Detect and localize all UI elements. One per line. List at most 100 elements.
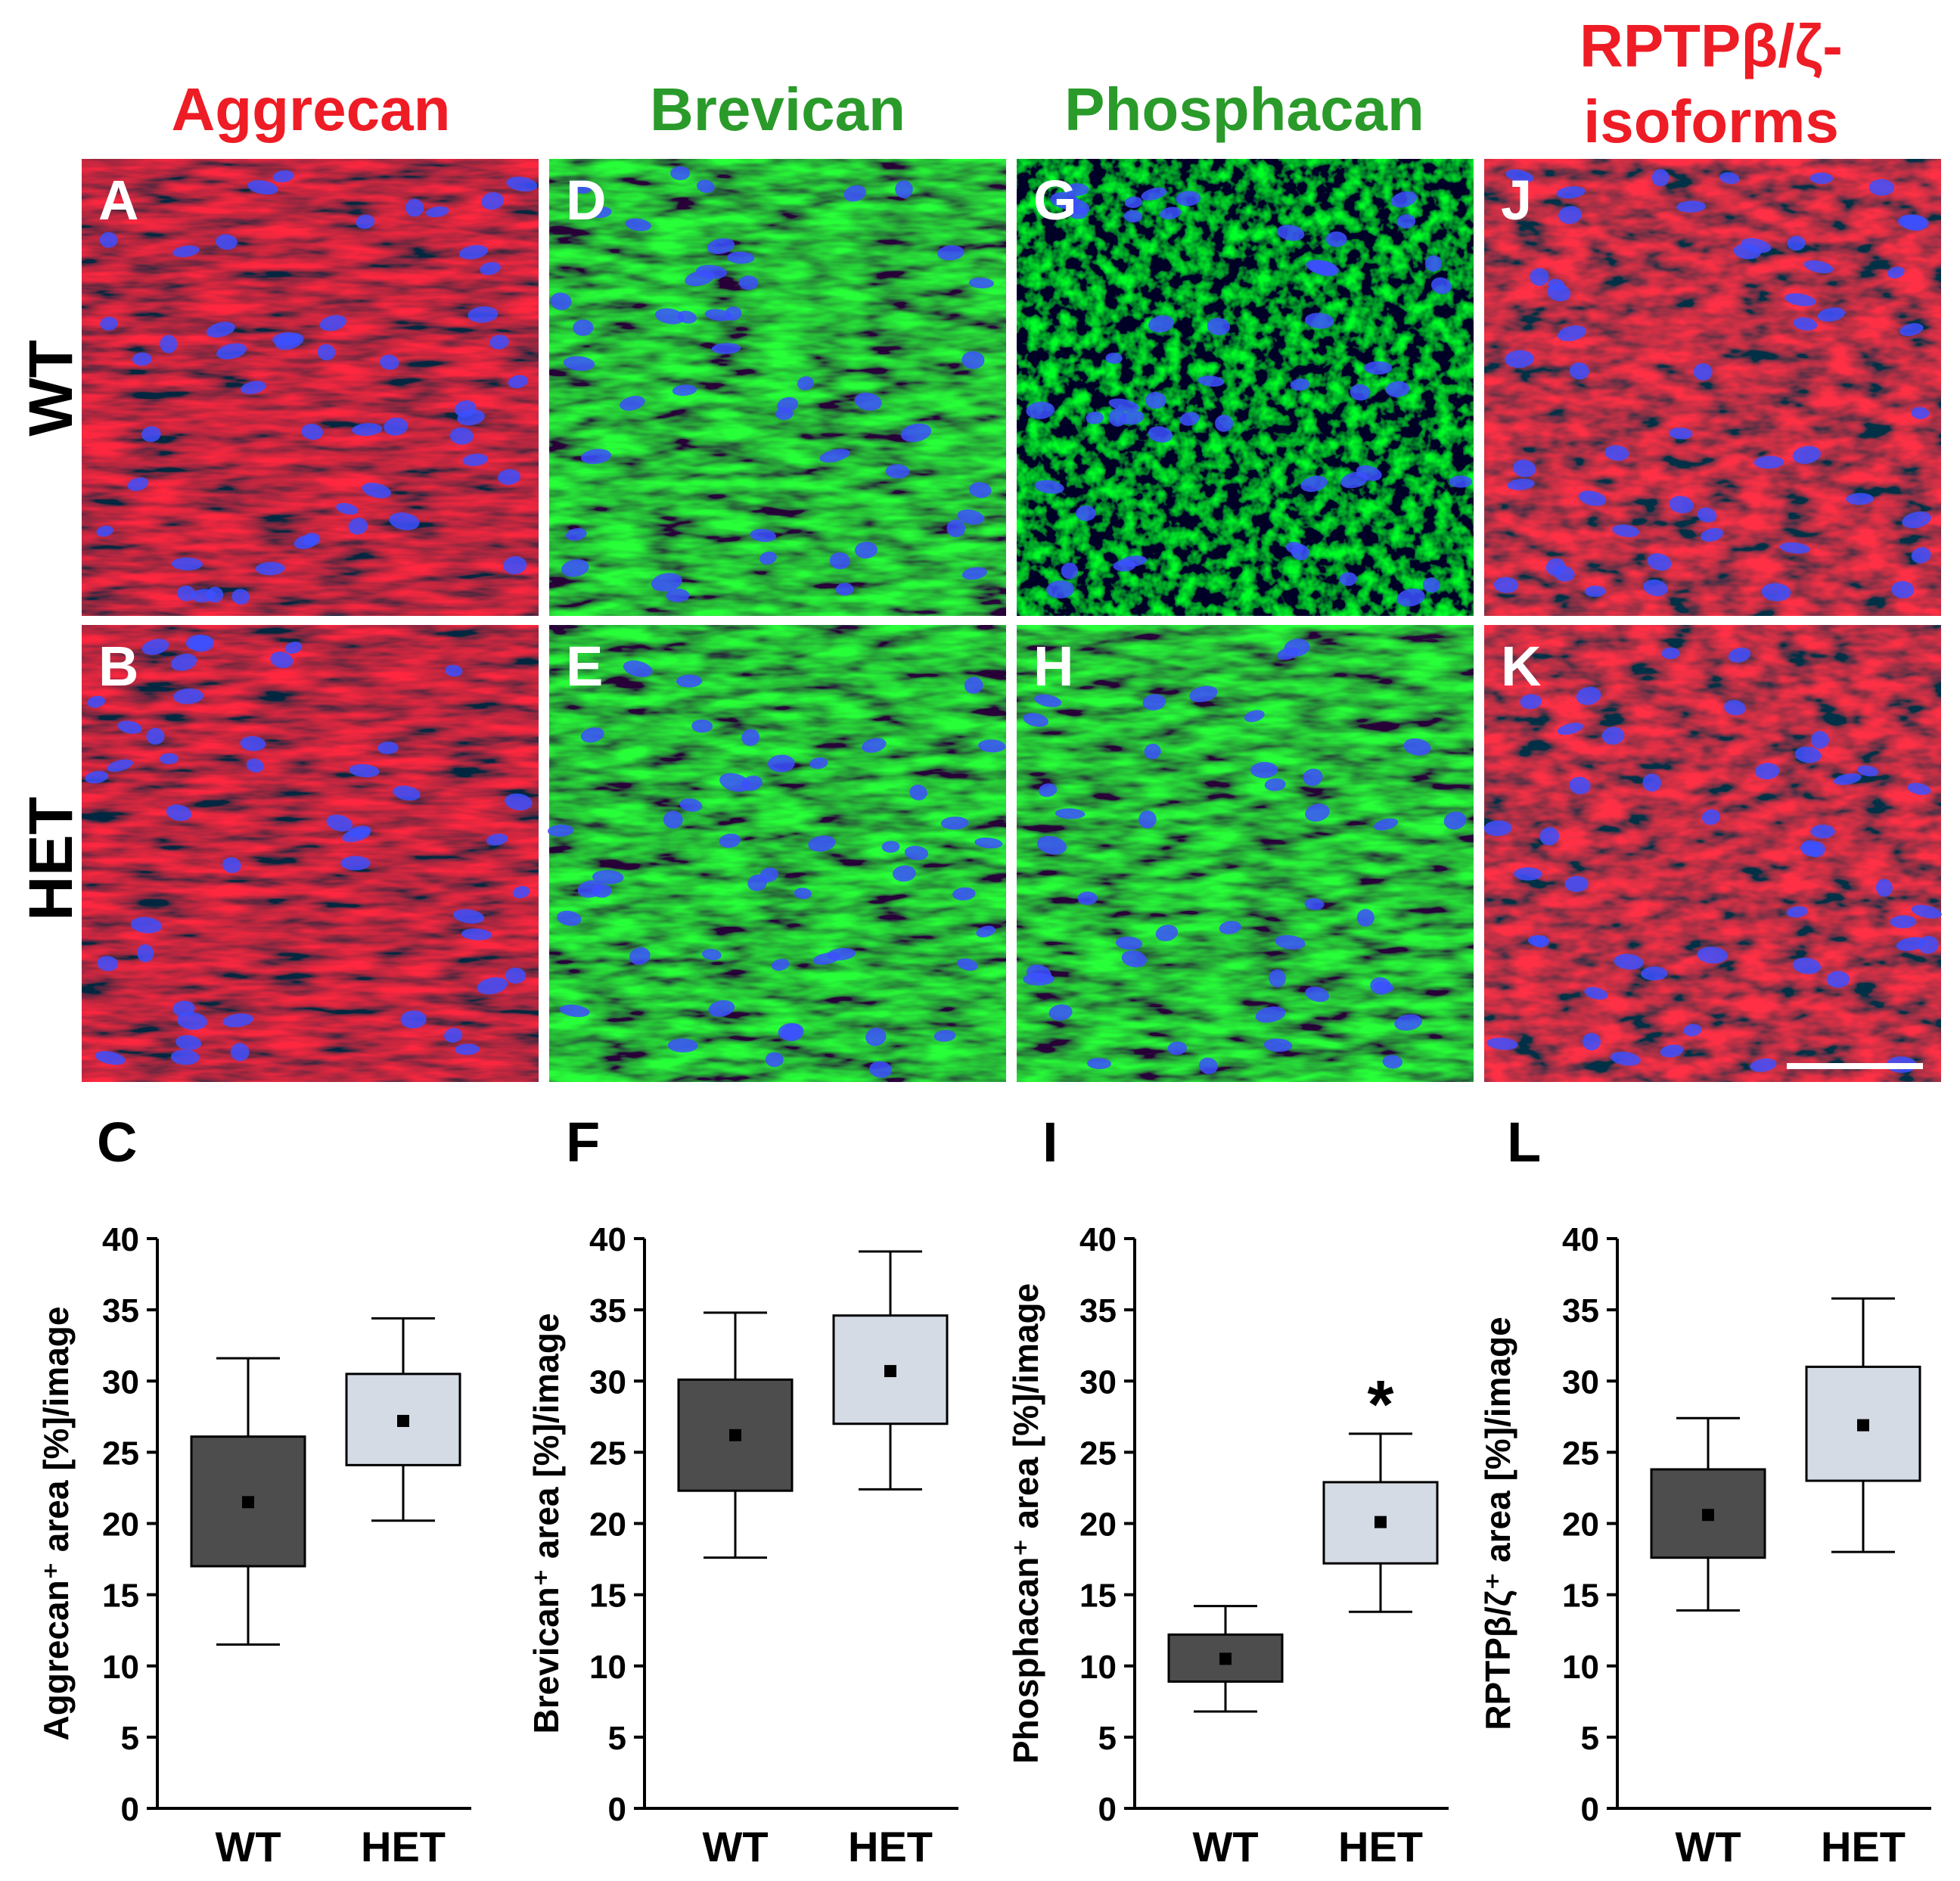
nucleus xyxy=(352,423,383,437)
nucleus xyxy=(1582,1033,1601,1051)
nucleus xyxy=(362,482,391,499)
nucleus xyxy=(1108,409,1127,427)
nucleus xyxy=(1641,966,1668,981)
nucleus xyxy=(1505,350,1534,368)
x-tick-label: WT xyxy=(1675,1823,1741,1870)
nucleus xyxy=(1364,361,1393,375)
nucleus xyxy=(1911,904,1942,919)
nucleus xyxy=(1370,977,1392,995)
nucleus xyxy=(1325,231,1347,247)
nucleus xyxy=(170,1049,200,1065)
nucleus xyxy=(862,738,887,753)
nucleus xyxy=(711,343,741,354)
nucleus xyxy=(691,719,713,733)
nucleus xyxy=(1339,572,1357,586)
box-plot-i: I 0 5 10 15 20 25 30 35 40 Phosphacan⁺ area [%]/im… xyxy=(1006,1111,1449,1870)
nucleus xyxy=(1390,191,1418,208)
nucleus xyxy=(1048,1004,1073,1021)
nucleus xyxy=(895,180,913,198)
nucleus xyxy=(625,218,651,232)
nucleus xyxy=(819,449,850,463)
nucleus xyxy=(1144,743,1161,760)
nucleus xyxy=(272,170,294,183)
y-tick-label: 0 xyxy=(121,1791,139,1828)
y-tick-label: 20 xyxy=(1079,1506,1117,1544)
nucleus xyxy=(256,561,285,576)
nucleus xyxy=(462,453,489,467)
nucleus xyxy=(560,1004,590,1018)
nucleus xyxy=(319,315,347,331)
nucleus xyxy=(794,888,812,900)
nucleus xyxy=(1539,827,1560,846)
nucleus xyxy=(1803,260,1834,274)
y-tick-label: 15 xyxy=(589,1578,626,1615)
nucleus xyxy=(275,332,304,350)
nucleus xyxy=(1676,201,1706,213)
nucleus xyxy=(166,804,192,821)
nucleus xyxy=(868,1061,893,1078)
nucleus xyxy=(240,735,266,751)
nucleus xyxy=(765,1052,784,1068)
nucleus xyxy=(719,773,750,792)
nucleus xyxy=(1564,875,1589,892)
nucleus xyxy=(666,588,690,602)
nucleus xyxy=(573,319,594,336)
nucleus xyxy=(1034,480,1064,494)
nucleus xyxy=(1514,867,1542,881)
nucleus xyxy=(1601,726,1625,745)
mean-marker xyxy=(884,1365,896,1378)
nucleus xyxy=(503,556,527,575)
nucleus xyxy=(1430,277,1452,294)
nucleus xyxy=(160,334,178,353)
nucleus xyxy=(797,376,814,390)
nucleus xyxy=(1269,969,1286,987)
nucleus xyxy=(1291,544,1309,561)
nucleus xyxy=(1701,809,1721,825)
nucleus xyxy=(1120,410,1145,425)
y-tick-label: 25 xyxy=(102,1435,139,1472)
nucleus xyxy=(301,424,324,440)
nucleus xyxy=(580,727,604,743)
nucleus xyxy=(1087,1058,1111,1070)
nucleus xyxy=(400,1010,427,1029)
nucleus xyxy=(96,525,113,537)
nucleus xyxy=(222,857,241,873)
nucleus xyxy=(1701,527,1723,543)
nucleus xyxy=(1787,235,1806,251)
nucleus xyxy=(1794,746,1822,763)
nucleus xyxy=(759,867,778,882)
nucleus xyxy=(457,409,485,426)
box-het xyxy=(345,1317,461,1522)
nucleus xyxy=(946,519,965,538)
column-title-aggrecan: Aggrecan xyxy=(172,76,451,143)
nucleus xyxy=(741,729,760,746)
nucleus xyxy=(317,344,336,361)
nucleus xyxy=(141,426,161,443)
x-tick-label: HET xyxy=(848,1823,933,1870)
nucleus xyxy=(1290,378,1310,391)
nucleus xyxy=(937,245,964,261)
nucleus xyxy=(1026,401,1055,419)
row-label-het: HET xyxy=(17,797,85,921)
nucleus xyxy=(461,928,492,940)
nucleus xyxy=(1918,935,1939,954)
nucleus xyxy=(1556,186,1586,199)
nucleus xyxy=(550,292,572,310)
nucleus xyxy=(1897,214,1927,230)
panel-letter-k: K xyxy=(1501,635,1541,698)
nucleus xyxy=(127,477,149,491)
nucleus xyxy=(557,910,582,926)
nucleus xyxy=(508,375,529,389)
nucleus xyxy=(676,674,703,688)
nucleus xyxy=(1891,580,1915,598)
nucleus xyxy=(978,739,1006,753)
nucleus xyxy=(566,527,587,541)
y-tick-label: 15 xyxy=(1079,1578,1117,1615)
nucleus xyxy=(672,384,697,396)
nucleus xyxy=(467,306,499,323)
nucleus xyxy=(561,559,589,577)
nucleus xyxy=(1023,972,1055,986)
nucleus xyxy=(1046,580,1075,598)
nucleus xyxy=(854,392,882,411)
box-wt xyxy=(677,1311,794,1559)
